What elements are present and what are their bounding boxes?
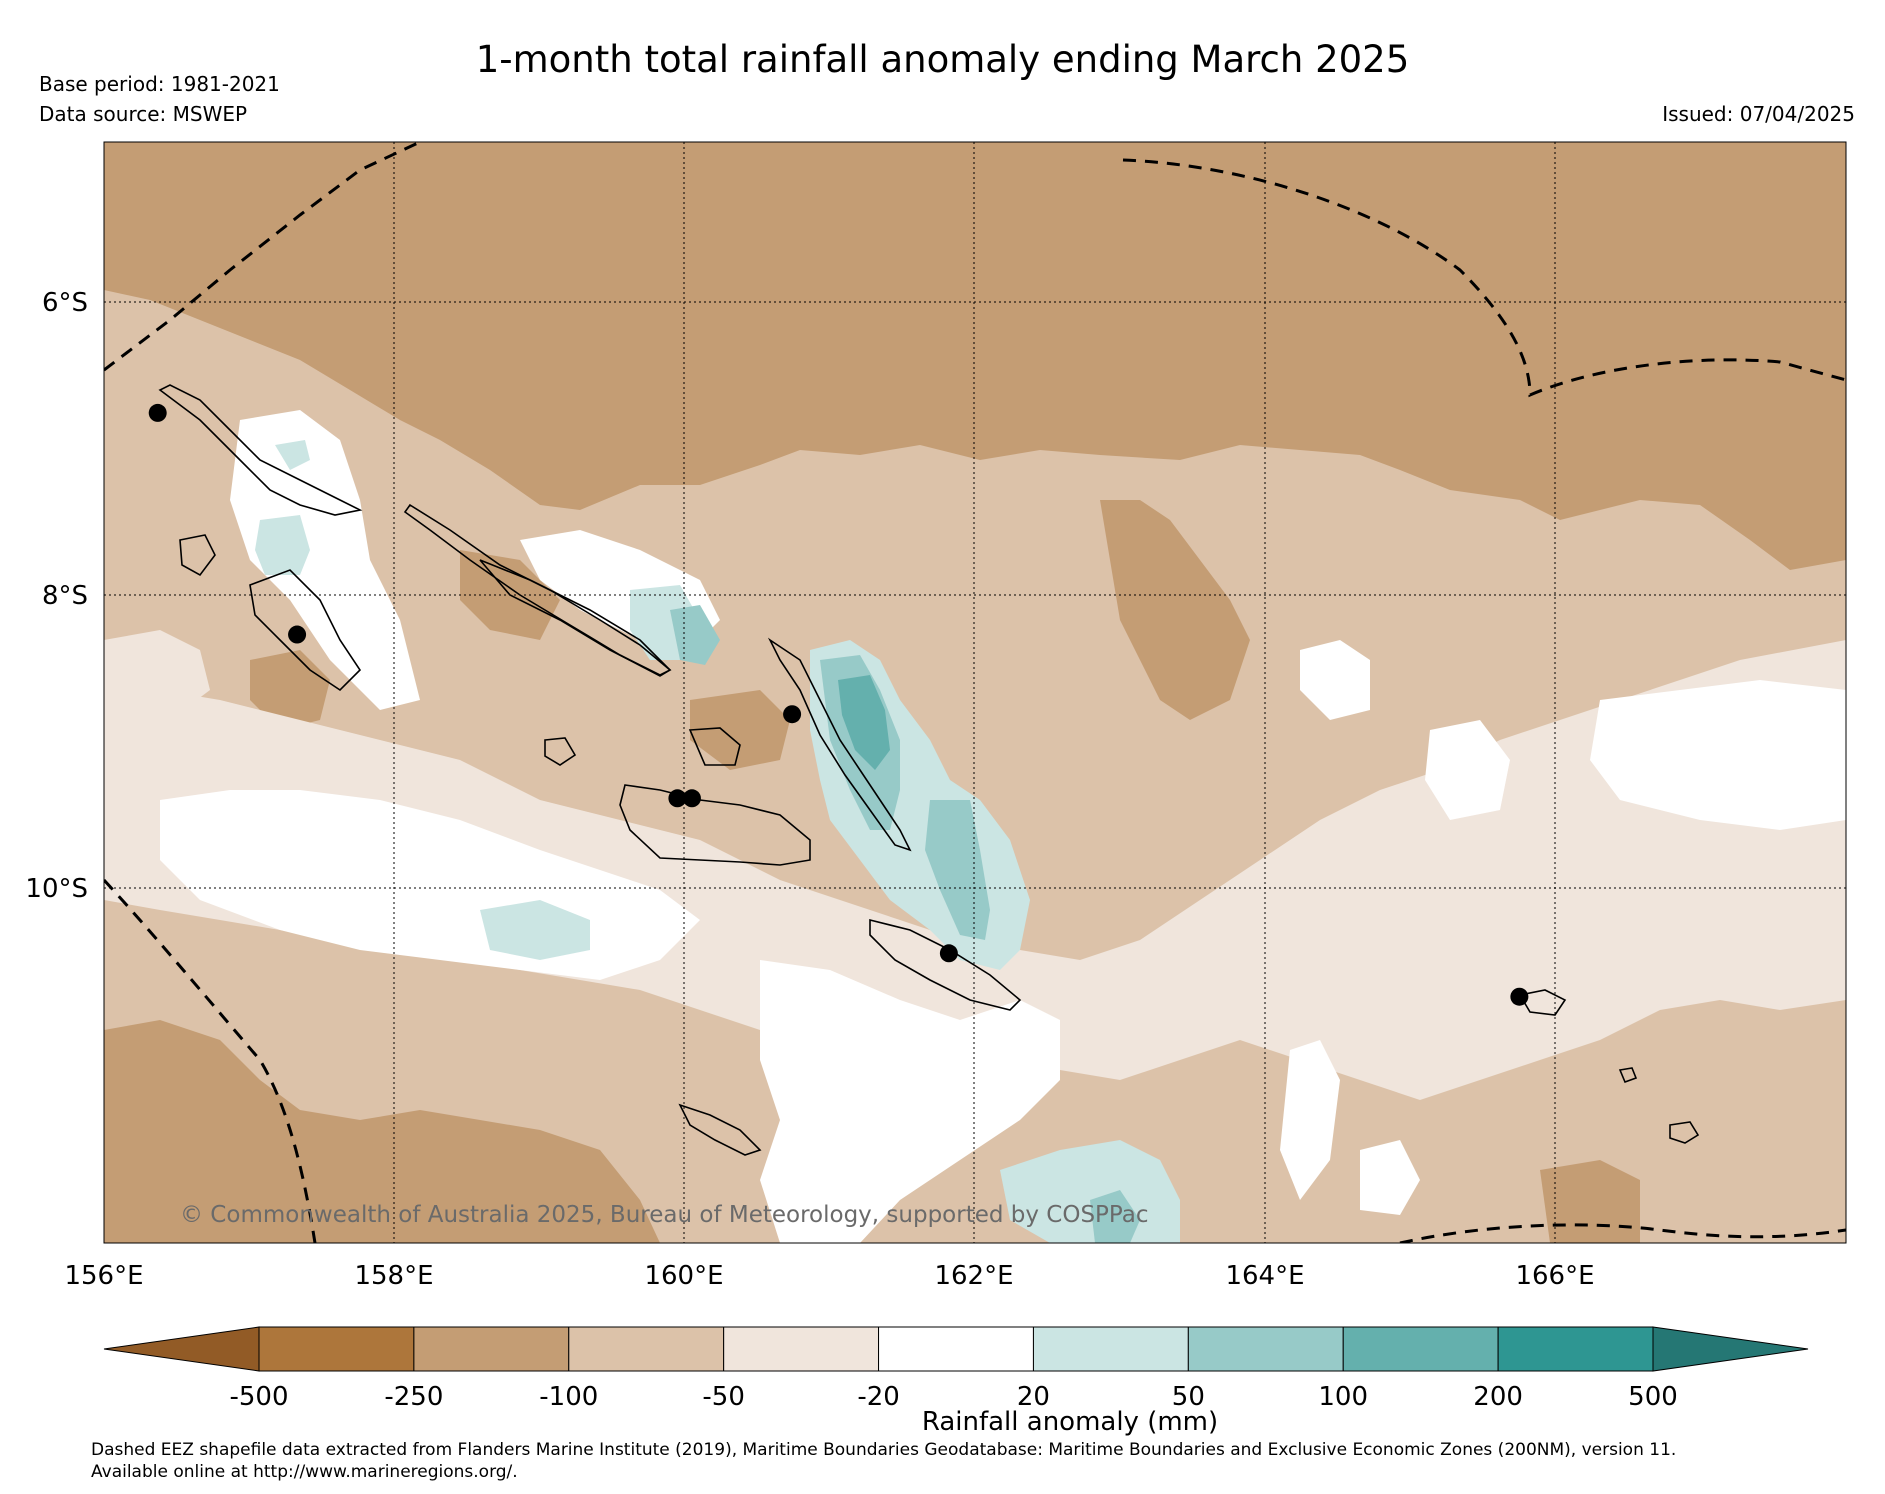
island-choiseul [403,503,672,676]
anomaly-region-dry-central [1100,500,1250,720]
station-marker [682,789,701,808]
colorbar-segment [1497,1326,1654,1372]
colorbar-extend-low [103,1326,260,1372]
data-source-label: Data source: MSWEP [39,102,248,126]
chart-title: 1-month total rainfall anomaly ending Ma… [475,38,1410,81]
colorbar-tick-label: 100 [1318,1382,1368,1412]
base-period-label: Base period: 1981-2021 [39,72,280,96]
lat-label-6s: 6°S [42,288,88,318]
anomaly-region-wet-medium [925,800,990,940]
anomaly-region-neutral [760,960,1060,1243]
island-guadalcanal [619,784,811,866]
colorbar-tick-label: 50 [1172,1382,1205,1412]
anomaly-region-wet-medium [670,605,720,665]
colorbar-tick-label: -100 [539,1382,598,1412]
island-small-b [544,737,577,766]
colorbar-segment [258,1326,415,1372]
footnote-line-1: Dashed EEZ shapefile data extracted from… [91,1440,1677,1460]
anomaly-field [104,142,1846,1243]
colorbar-segment [723,1326,880,1372]
station-markers [148,403,1529,1006]
colorbar-tick-label: -20 [857,1382,899,1412]
colorbar-tick-label: -500 [229,1382,288,1412]
island-small-d [1669,1121,1700,1144]
colorbar-tick-label: 500 [1628,1382,1678,1412]
island-bougainville [158,384,363,516]
eez-boundaries [104,142,1846,1243]
anomaly-region-wet-light [275,440,310,470]
colorbar-segment [413,1326,570,1372]
station-marker [939,944,958,963]
colorbar-extend-high [1652,1326,1809,1372]
island-new-georgia [249,569,362,692]
island-vanikoro [1518,989,1567,1016]
colorbar-tick-label: -50 [702,1382,744,1412]
station-marker [1510,987,1529,1006]
anomaly-region-neutral [1300,640,1370,720]
island-small-e [1618,1067,1638,1084]
colorbar-tick-label: 20 [1017,1382,1050,1412]
island-makira [869,918,1022,1011]
station-marker [668,789,687,808]
anomaly-region-wet-light [480,900,590,960]
anomaly-region-wet-medium [1090,1190,1140,1243]
anomaly-region-neutral [1360,1140,1420,1215]
colorbar-tick-label: -250 [384,1382,443,1412]
anomaly-region-wet-strong [838,675,890,770]
lon-label-162e: 162°E [934,1261,1013,1291]
anomaly-region-neutral [1590,680,1846,830]
issued-date-label: Issued: 07/04/2025 [1662,102,1855,126]
anomaly-region-light-patch [104,630,210,720]
station-marker [148,403,167,422]
map-frame [103,141,1847,1244]
colorbar-segment [1187,1326,1344,1372]
colorbar-segment [1032,1326,1189,1372]
colorbar-segment [568,1326,725,1372]
lon-label-158e: 158°E [354,1261,433,1291]
anomaly-region-neutral [1280,1040,1340,1200]
lon-label-166e: 166°E [1515,1261,1594,1291]
anomaly-region-dry-patch [1540,1160,1640,1243]
colorbar-tick-label: 200 [1473,1382,1523,1412]
eez-boundary-northeast [1122,158,1846,398]
eez-boundary-south [1399,1223,1846,1243]
anomaly-region-light-band [104,640,1846,1100]
lat-label-10s: 10°S [25,874,88,904]
eez-boundary-northwest [104,142,421,372]
anomaly-region-dry-north [104,142,1846,570]
island-rennell [678,1103,762,1156]
anomaly-region-neutral [1425,720,1510,820]
colorbar-label: Rainfall anomaly (mm) [921,1407,1219,1437]
island-small-a [179,534,216,577]
colorbar-segment [878,1326,1034,1372]
island-small-c [688,727,741,766]
anomaly-region-dry-southwest [104,1020,660,1243]
station-marker [783,705,802,724]
copyright-notice: © Commonwealth of Australia 2025, Bureau… [180,1202,1149,1228]
lon-label-164e: 164°E [1225,1261,1304,1291]
colorbar-segment [1342,1326,1499,1372]
lon-label-160e: 160°E [644,1261,723,1291]
anomaly-region-wet-light [255,515,310,575]
footnote-line-2: Available online at http://www.marinereg… [91,1462,518,1482]
lat-label-8s: 8°S [42,581,88,611]
eez-boundary-southwest [104,878,317,1243]
anomaly-region-neutral [230,410,420,710]
colorbar: -500 -250 -100 -50 -20 20 50 100 200 500 [103,1326,1809,1412]
lon-label-156e: 156°E [64,1261,143,1291]
graticule [104,142,1846,1243]
island-malaita [767,637,912,852]
station-marker [288,625,307,644]
anomaly-region-dry-patch [690,690,790,770]
